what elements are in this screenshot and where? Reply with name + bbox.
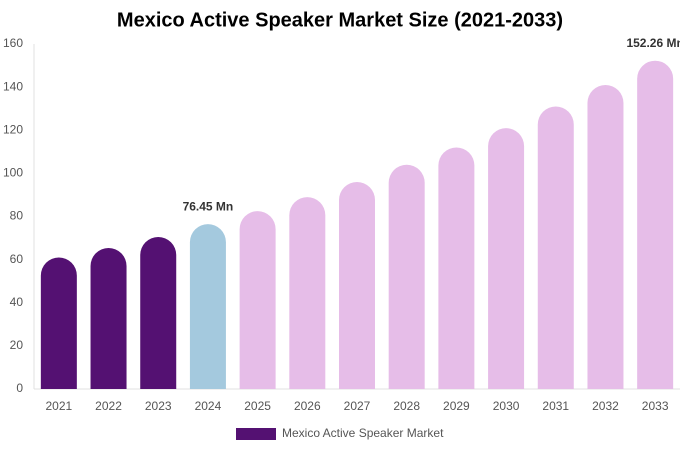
x-tick-label: 2025: [244, 399, 271, 413]
bar: [537, 106, 574, 389]
legend-label: Mexico Active Speaker Market: [282, 426, 444, 440]
bar: [438, 147, 475, 389]
x-tick-label: 2021: [45, 399, 72, 413]
x-tick-label: 2030: [493, 399, 520, 413]
y-tick-label: 100: [3, 166, 23, 180]
x-tick-label: 2032: [592, 399, 619, 413]
y-tick-label: 120: [3, 122, 23, 136]
y-tick-label: 0: [16, 381, 23, 395]
y-tick-label: 40: [10, 295, 24, 309]
x-tick-label: 2024: [195, 399, 222, 413]
y-tick-label: 80: [10, 209, 24, 223]
x-tick-label: 2022: [95, 399, 122, 413]
x-tick-label: 2023: [145, 399, 172, 413]
bar: [140, 236, 177, 389]
bar: [289, 197, 326, 389]
bar: [40, 257, 77, 389]
bar: [388, 164, 425, 389]
bar: [637, 60, 674, 389]
legend-swatch: [236, 428, 276, 440]
bar: [239, 211, 276, 389]
x-tick-label: 2031: [542, 399, 569, 413]
bar: [587, 84, 624, 389]
x-tick-label: 2028: [393, 399, 420, 413]
x-tick-label: 2027: [344, 399, 371, 413]
y-tick-label: 160: [3, 36, 23, 50]
bar: [488, 128, 525, 390]
bar: [339, 182, 375, 389]
value-label: 152.26 Mn: [626, 36, 680, 50]
y-tick-label: 60: [10, 252, 24, 266]
x-tick-label: 2026: [294, 399, 321, 413]
chart-title: Mexico Active Speaker Market Size (2021-…: [117, 9, 563, 31]
value-label: 76.45 Mn: [183, 199, 234, 213]
y-tick-label: 140: [3, 79, 23, 93]
x-tick-label: 2033: [642, 399, 669, 413]
x-tick-label: 2029: [443, 399, 470, 413]
bar: [90, 247, 127, 389]
y-tick-label: 20: [10, 338, 24, 352]
bar: [189, 224, 226, 389]
